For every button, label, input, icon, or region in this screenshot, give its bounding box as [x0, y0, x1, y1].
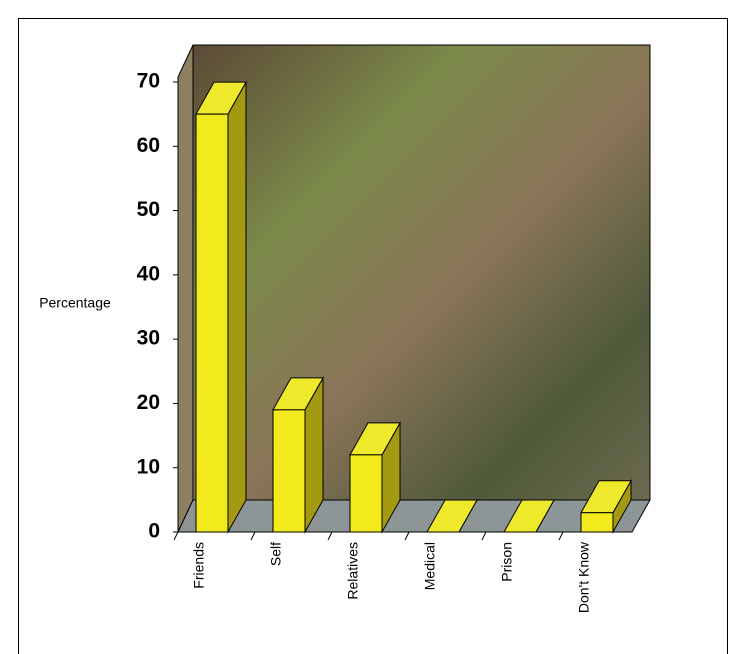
- y-tick-label: 40: [137, 262, 160, 285]
- x-tick-mark: [327, 531, 333, 541]
- bar: [580, 478, 632, 534]
- x-tick-mark: [558, 531, 564, 541]
- x-tick-label: Relatives: [345, 542, 361, 600]
- back-wall: [192, 44, 651, 501]
- bar: [272, 375, 324, 534]
- bar-face: [195, 113, 229, 533]
- bar: [349, 420, 401, 534]
- y-tick-label: 30: [137, 327, 160, 350]
- y-tick-label: 10: [137, 455, 160, 478]
- bar-face: [503, 499, 555, 533]
- bar-face: [227, 80, 247, 534]
- x-tick-label: Medical: [422, 542, 438, 590]
- x-tick-label: Don't Know: [576, 541, 592, 613]
- x-tick-mark: [250, 531, 256, 541]
- bar: [195, 80, 247, 534]
- bar-face: [349, 454, 383, 533]
- y-tick-label: 20: [137, 391, 160, 414]
- y-tick-label: 50: [137, 198, 160, 221]
- x-tick-mark: [481, 531, 487, 541]
- x-tick-mark: [173, 531, 179, 541]
- floor: [177, 499, 651, 533]
- bar-face: [426, 499, 478, 533]
- frame: [18, 18, 728, 654]
- y-axis-label: Percentage: [39, 295, 111, 311]
- y-tick-label: 70: [137, 70, 160, 93]
- bar-face: [580, 512, 614, 533]
- side-wall: [177, 44, 194, 533]
- y-tick-label: 0: [148, 520, 160, 543]
- bar: [426, 499, 478, 533]
- x-tick-label: Friends: [191, 542, 207, 589]
- bar-face: [272, 409, 306, 533]
- x-tick-label: Self: [268, 542, 284, 566]
- bar: [503, 499, 555, 533]
- x-tick-label: Prison: [499, 542, 515, 582]
- x-tick-mark: [404, 531, 410, 541]
- y-tick-label: 60: [137, 134, 160, 157]
